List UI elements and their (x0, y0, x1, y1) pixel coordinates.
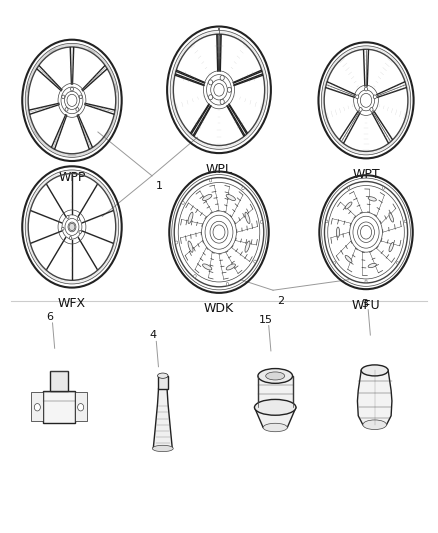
Ellipse shape (336, 227, 339, 237)
Ellipse shape (363, 420, 386, 430)
Circle shape (254, 260, 256, 263)
Ellipse shape (345, 202, 352, 209)
Circle shape (79, 230, 81, 233)
Text: WPL: WPL (205, 163, 233, 175)
Ellipse shape (226, 264, 236, 270)
Circle shape (226, 282, 229, 286)
Circle shape (370, 108, 373, 111)
Bar (50, 370, 68, 391)
Circle shape (359, 108, 362, 111)
Ellipse shape (266, 372, 285, 380)
Ellipse shape (389, 213, 394, 222)
Text: WPP: WPP (58, 171, 86, 183)
Circle shape (69, 223, 75, 231)
Ellipse shape (263, 423, 287, 432)
Bar (43, 391, 75, 423)
Ellipse shape (226, 195, 236, 200)
Bar (31, 392, 43, 421)
Circle shape (209, 179, 212, 182)
Ellipse shape (245, 212, 250, 223)
Text: 2: 2 (277, 295, 285, 305)
Text: 15: 15 (259, 314, 273, 325)
Circle shape (356, 95, 359, 99)
Circle shape (76, 108, 79, 111)
Circle shape (218, 28, 220, 30)
Circle shape (326, 220, 328, 223)
Circle shape (404, 220, 406, 223)
Circle shape (69, 237, 72, 239)
Polygon shape (153, 389, 172, 448)
Ellipse shape (389, 243, 394, 252)
Text: 1: 1 (156, 181, 163, 191)
Circle shape (78, 403, 84, 411)
Ellipse shape (368, 263, 376, 268)
Ellipse shape (152, 445, 173, 451)
Circle shape (65, 108, 68, 111)
Bar (75, 392, 87, 421)
Circle shape (79, 95, 82, 99)
Polygon shape (254, 407, 296, 427)
Circle shape (260, 221, 263, 223)
Ellipse shape (254, 399, 296, 415)
Text: 6: 6 (46, 312, 53, 322)
Bar (258, 376, 293, 407)
Ellipse shape (245, 241, 250, 252)
Ellipse shape (158, 373, 168, 378)
Ellipse shape (202, 264, 212, 270)
Text: 4: 4 (150, 330, 157, 341)
Ellipse shape (361, 365, 388, 376)
Bar (158, 376, 168, 389)
Text: WPT: WPT (352, 168, 380, 181)
Circle shape (194, 274, 196, 278)
Circle shape (34, 403, 40, 411)
Circle shape (227, 87, 231, 92)
Ellipse shape (258, 368, 293, 383)
Circle shape (347, 187, 350, 189)
Circle shape (365, 280, 367, 282)
Text: WFX: WFX (58, 297, 86, 310)
Circle shape (334, 262, 336, 264)
Ellipse shape (345, 255, 352, 262)
Circle shape (71, 87, 74, 91)
Circle shape (208, 80, 213, 85)
Circle shape (62, 227, 64, 230)
Text: WFU: WFU (352, 298, 380, 312)
Circle shape (242, 187, 244, 190)
Circle shape (182, 201, 184, 205)
Circle shape (67, 215, 69, 219)
Circle shape (364, 87, 367, 91)
Circle shape (175, 241, 178, 244)
Circle shape (62, 95, 65, 99)
Circle shape (220, 75, 224, 80)
Text: WDK: WDK (204, 302, 234, 316)
Circle shape (382, 187, 385, 189)
Circle shape (77, 217, 80, 221)
Ellipse shape (188, 241, 193, 252)
Polygon shape (357, 370, 392, 425)
Ellipse shape (202, 195, 212, 200)
Circle shape (220, 99, 224, 104)
Circle shape (208, 95, 213, 100)
Ellipse shape (188, 212, 193, 223)
Circle shape (396, 262, 399, 264)
Circle shape (373, 95, 376, 99)
Text: 3: 3 (362, 298, 369, 309)
Ellipse shape (368, 197, 376, 201)
